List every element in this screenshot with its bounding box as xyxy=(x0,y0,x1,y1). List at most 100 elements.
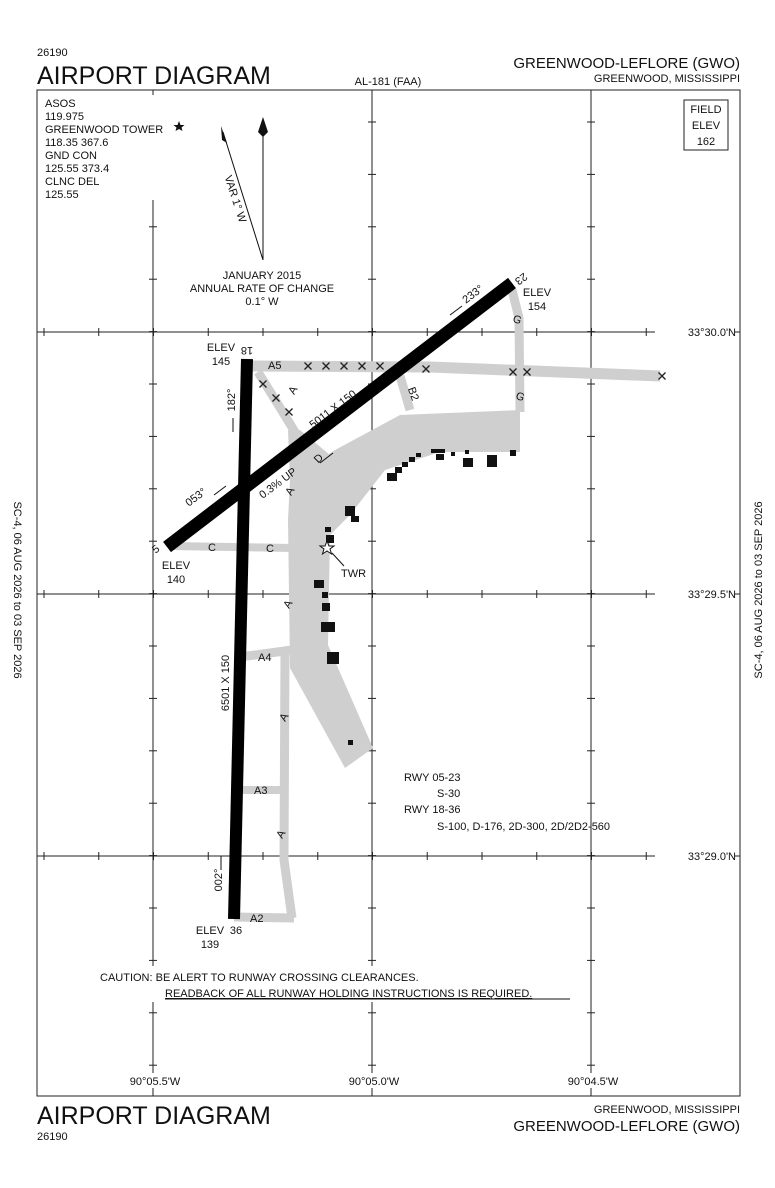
elev-value: 145 xyxy=(212,356,230,368)
runway-heading: 182° xyxy=(226,389,238,412)
longitude-label: 90°04.5'W xyxy=(568,1076,619,1088)
taxiway-label: G xyxy=(514,390,526,404)
x-mark xyxy=(304,362,312,370)
chart-number: 26190 xyxy=(37,47,68,59)
building xyxy=(321,622,335,632)
field-elev-box xyxy=(683,99,729,151)
taxiway xyxy=(279,649,297,919)
heading-arrow xyxy=(213,485,227,496)
frequency: 119.975 xyxy=(45,111,84,123)
field-elev-label: ELEV xyxy=(692,120,721,132)
longitude-label: 90°05.0'W xyxy=(349,1076,400,1088)
frequency: ASOS xyxy=(45,98,76,110)
frequency: 118.35 367.6 xyxy=(45,137,108,149)
label-bg xyxy=(655,586,735,602)
runway-heading: 053° xyxy=(183,486,208,509)
tower-star xyxy=(173,121,185,131)
x-mark xyxy=(340,362,348,370)
variation-note: 0.1° W xyxy=(245,296,279,308)
taxiway xyxy=(233,912,295,923)
tower-label: TWR xyxy=(341,568,366,580)
label-bg xyxy=(655,848,735,864)
elev-value: 154 xyxy=(528,301,546,313)
frame xyxy=(36,89,741,1097)
building xyxy=(345,506,355,516)
x-mark xyxy=(523,368,531,376)
building xyxy=(314,580,324,588)
building xyxy=(395,467,402,473)
taxiway-label: B2 xyxy=(405,386,421,403)
elev-label: ELEV xyxy=(162,560,191,572)
magnetic-north-head xyxy=(221,126,227,143)
field-elev-value: 162 xyxy=(697,136,715,148)
runway-end: 5 xyxy=(150,543,162,556)
frequency: GND CON xyxy=(45,150,97,162)
x-mark xyxy=(509,368,517,376)
caution-bg xyxy=(95,966,580,1002)
city: GREENWOOD, MISSISSIPPI xyxy=(594,73,740,85)
footer-airport: GREENWOOD-LEFLORE (GWO) xyxy=(513,1118,740,1135)
tower-symbol xyxy=(318,539,336,556)
taxiway-label: A5 xyxy=(268,360,281,372)
strength: S-30 xyxy=(437,788,460,800)
building xyxy=(348,740,353,745)
x-mark xyxy=(285,408,293,416)
label-bg xyxy=(115,1073,195,1088)
strength: S-100, D-176, 2D-300, 2D/2D2-560 xyxy=(437,821,610,833)
comms-bg xyxy=(42,95,187,200)
footer-title: AIRPORT DIAGRAM xyxy=(37,1102,271,1130)
validity-right: SC-4, 06 AUG 2026 to 03 SEP 2026 xyxy=(753,501,765,678)
frequency: 125.55 373.4 xyxy=(45,163,109,175)
latitude-label: 33°29.0'N xyxy=(688,851,736,863)
taxiway-label: A xyxy=(286,384,300,397)
label-bg xyxy=(334,1073,414,1088)
heading-arrow xyxy=(449,305,463,316)
building xyxy=(409,457,415,462)
taxiway-label: A3 xyxy=(254,785,267,797)
runway-end: 18 xyxy=(241,344,253,356)
taxiway-label: G xyxy=(511,313,523,327)
arrow-bg xyxy=(215,120,275,260)
elev-label: ELEV xyxy=(523,287,552,299)
chart-id: AL-181 (FAA) xyxy=(355,76,422,88)
building xyxy=(327,652,339,664)
taxiway xyxy=(395,374,415,412)
strength: RWY 05-23 xyxy=(404,772,460,784)
elev-label: ELEV xyxy=(207,342,236,354)
x-mark xyxy=(272,394,280,402)
taxiway xyxy=(169,542,293,552)
building xyxy=(436,454,444,460)
taxiway-label: A4 xyxy=(258,652,271,664)
runway-dimensions: 6501 X 150 xyxy=(220,655,232,711)
building xyxy=(463,458,473,467)
frequency: 125.55 xyxy=(45,189,79,201)
elev-value: 140 xyxy=(167,574,185,586)
x-mark xyxy=(322,362,330,370)
caution: READBACK OF ALL RUNWAY HOLDING INSTRUCTI… xyxy=(165,988,532,1000)
airport-name: GREENWOOD-LEFLORE (GWO) xyxy=(513,55,740,72)
latitude-label: 33°30.0'N xyxy=(688,327,736,339)
taxiway-label: C xyxy=(266,543,274,555)
building xyxy=(510,450,516,456)
label-bg xyxy=(655,324,735,340)
building xyxy=(351,516,359,522)
building xyxy=(451,452,455,456)
building xyxy=(322,603,330,611)
buildings xyxy=(314,449,516,745)
variation-note: JANUARY 2015 xyxy=(223,270,301,282)
x-mark xyxy=(259,380,267,388)
x-mark xyxy=(658,372,666,380)
building xyxy=(322,592,328,598)
building xyxy=(487,455,497,467)
true-north-head xyxy=(258,117,268,137)
taxiway xyxy=(251,360,661,382)
building xyxy=(431,449,445,453)
building xyxy=(325,527,331,532)
field-elev-label: FIELD xyxy=(690,104,721,116)
validity-left: SC-4, 06 AUG 2026 to 03 SEP 2026 xyxy=(11,501,23,678)
taxiway xyxy=(507,288,525,413)
footer-number: 26190 xyxy=(37,1131,68,1143)
runway-end: 36 xyxy=(230,925,242,937)
